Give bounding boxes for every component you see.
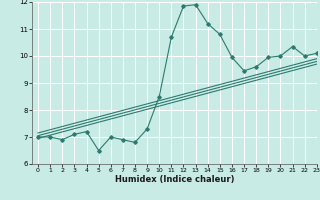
- X-axis label: Humidex (Indice chaleur): Humidex (Indice chaleur): [115, 175, 234, 184]
